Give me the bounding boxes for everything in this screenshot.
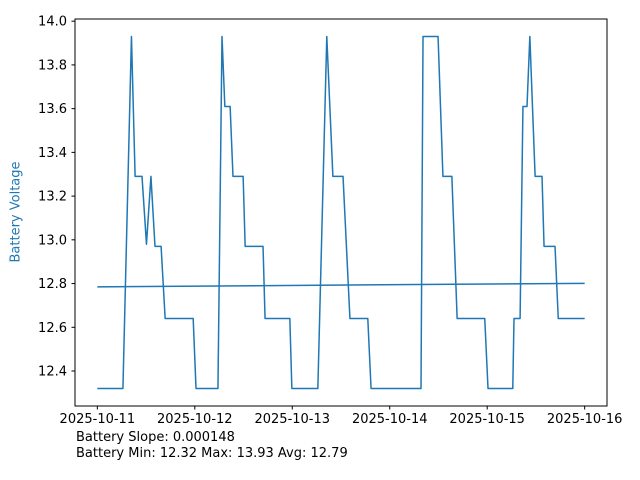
x-tick-label: 2025-10-11 <box>60 412 136 427</box>
x-tick-label: 2025-10-16 <box>547 412 623 427</box>
trend-line <box>97 282 585 288</box>
x-tick-label: 2025-10-13 <box>254 412 330 427</box>
y-tick-label: 13.2 <box>38 190 67 205</box>
battery-voltage-line <box>97 35 585 390</box>
battery-stats-text: Battery Min: 12.32 Max: 13.93 Avg: 12.79 <box>76 446 348 461</box>
plot-border <box>74 18 608 407</box>
y-tick-label: 14.0 <box>38 15 67 30</box>
x-tick-label: 2025-10-14 <box>352 412 428 427</box>
y-tick-label: 12.6 <box>38 321 67 336</box>
y-tick-label: 13.6 <box>38 102 67 117</box>
y-tick-label: 13.8 <box>38 58 67 73</box>
battery-slope-text: Battery Slope: 0.000148 <box>76 430 235 445</box>
x-tick-label: 2025-10-12 <box>157 412 233 427</box>
y-axis-label: Battery Voltage <box>8 161 24 263</box>
y-tick-label: 13.0 <box>38 233 67 248</box>
y-tick-label: 12.4 <box>38 365 67 380</box>
y-tick-label: 12.8 <box>38 277 67 292</box>
x-tick-label: 2025-10-15 <box>449 412 525 427</box>
y-tick-label: 13.4 <box>38 146 67 161</box>
